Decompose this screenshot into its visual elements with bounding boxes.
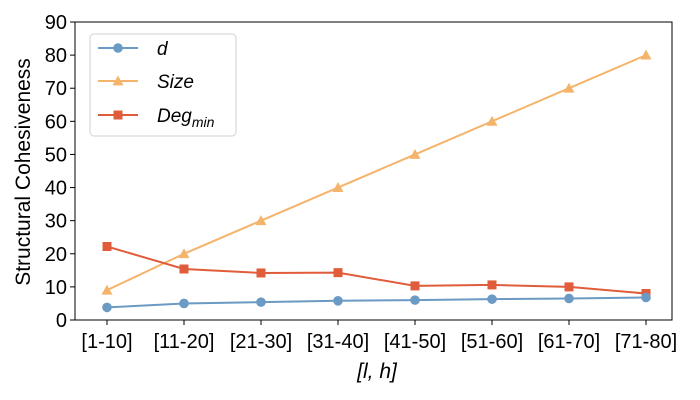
- legend-marker: [113, 43, 123, 53]
- data-point: [564, 282, 574, 292]
- x-tick-label: [31-40]: [307, 331, 369, 353]
- x-tick-label: [11-20]: [154, 331, 215, 353]
- y-tick-label: 20: [45, 244, 67, 266]
- legend-label: Size: [157, 72, 194, 93]
- data-point: [332, 182, 344, 192]
- y-tick-label: 80: [45, 45, 67, 67]
- x-tick-label: [1-10]: [81, 331, 132, 353]
- y-tick-label: 30: [45, 211, 67, 233]
- x-tick-label: [51-60]: [461, 331, 523, 353]
- data-point: [410, 295, 420, 305]
- legend-marker: [113, 110, 123, 120]
- x-axis-label: [l, h]: [356, 360, 398, 383]
- series-line: [106, 245, 647, 295]
- data-point: [102, 302, 112, 313]
- data-point: [487, 280, 497, 290]
- series-line: [106, 296, 647, 309]
- plot-marks: [101, 49, 652, 313]
- data-point: [101, 284, 113, 295]
- y-tick-label: 0: [56, 310, 67, 332]
- data-point: [564, 293, 574, 304]
- y-tick-label: 40: [45, 178, 67, 200]
- data-point: [178, 248, 190, 259]
- y-tick-label: 50: [45, 144, 67, 166]
- data-point: [409, 148, 421, 159]
- y-tick-label: 70: [45, 78, 67, 100]
- data-point: [255, 215, 267, 226]
- data-point: [410, 281, 420, 291]
- data-point: [641, 292, 651, 303]
- legend-box: [89, 33, 237, 137]
- series-line: [106, 54, 647, 292]
- data-point: [179, 264, 189, 274]
- x-tick-label: [41-50]: [384, 331, 446, 353]
- plot-frame: [74, 21, 673, 321]
- data-point: [640, 49, 652, 60]
- series-d: [102, 292, 651, 313]
- data-point: [256, 297, 266, 307]
- data-point: [486, 115, 498, 126]
- axes: 0 10 20 30 40 50 60 70 80 90 [1-10] [11-20] [21-30] […: [45, 12, 677, 353]
- y-tick-label: 10: [45, 277, 67, 299]
- data-point: [102, 241, 112, 251]
- data-point: [256, 268, 266, 278]
- data-point: [179, 298, 189, 309]
- data-point: [333, 295, 343, 306]
- x-tick-label: [61-70]: [538, 331, 600, 353]
- series-size: [101, 49, 652, 295]
- x-tick-label: [71-80]: [615, 331, 677, 353]
- data-point: [487, 294, 497, 304]
- data-point: [563, 82, 575, 93]
- legend-label: d: [157, 39, 169, 60]
- data-point: [333, 268, 343, 278]
- y-tick-label: 60: [45, 111, 67, 133]
- x-tick-label: [21-30]: [230, 331, 292, 353]
- legend-label-subscript: min: [192, 114, 215, 130]
- legend-marker: [112, 75, 124, 86]
- y-tick-label: 90: [45, 12, 67, 34]
- y-axis-label: Structural Cohesiveness: [12, 58, 35, 286]
